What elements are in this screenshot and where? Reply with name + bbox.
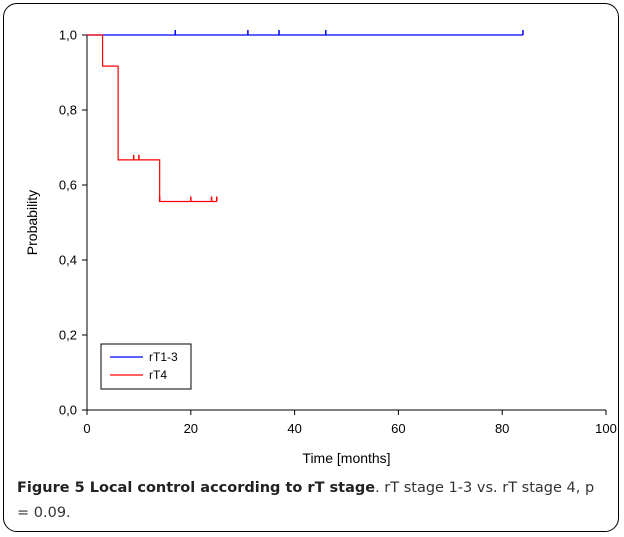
x-tick-label: 20 xyxy=(184,421,198,436)
caption-title: Figure 5 Local control according to rT s… xyxy=(17,480,376,496)
x-tick-label: 100 xyxy=(595,421,617,436)
legend-label: rT1-3 xyxy=(149,350,178,364)
survival-chart: 0,0 0,2 0,4 0,6 0,8 1,0 0 20 40 60 80 100 Time [mont… xyxy=(24,28,617,467)
y-tick-label: 1,0 xyxy=(59,28,77,43)
legend-box xyxy=(100,343,192,390)
y-tick-label: 0,4 xyxy=(59,253,77,268)
x-tick-label: 40 xyxy=(287,421,301,436)
figure-caption: Figure 5 Local control according to rT s… xyxy=(17,476,609,526)
x-tick-label: 80 xyxy=(495,421,509,436)
x-tick-label: 60 xyxy=(391,421,405,436)
x-axis-title: Time [months] xyxy=(302,450,390,466)
y-tick-label: 0,6 xyxy=(59,178,77,193)
caption-text: . rT stage 1-3 vs. rT stage 4, p = 0.09. xyxy=(17,480,595,521)
y-tick-label: 0,0 xyxy=(59,403,77,418)
y-tick-label: 0,2 xyxy=(59,328,77,343)
y-tick-label: 0,8 xyxy=(59,103,77,118)
x-tick-label: 0 xyxy=(83,421,90,436)
series-line-rt4 xyxy=(87,34,217,203)
y-axis-title: Probability xyxy=(24,190,40,255)
figure-frame: 0,0 0,2 0,4 0,6 0,8 1,0 0 20 40 60 80 100 Time [mont… xyxy=(3,3,619,532)
legend-label: rT4 xyxy=(149,368,167,382)
